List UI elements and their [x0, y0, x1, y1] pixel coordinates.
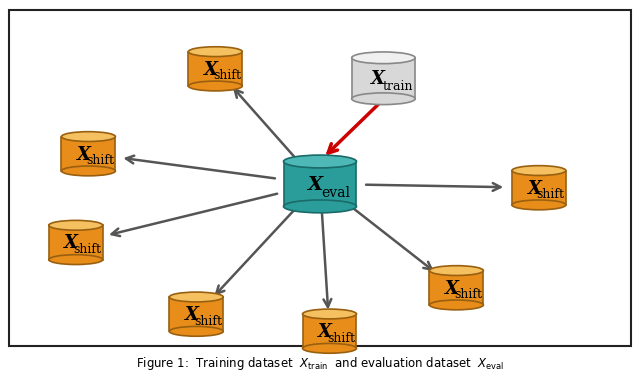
Text: X: X: [77, 146, 91, 164]
Text: shift: shift: [328, 332, 355, 345]
Text: X: X: [307, 176, 322, 194]
Bar: [512, 170, 566, 205]
Bar: [303, 314, 356, 348]
Text: train: train: [382, 80, 413, 93]
Text: X: X: [185, 306, 199, 324]
Bar: [49, 225, 102, 260]
Ellipse shape: [284, 200, 356, 213]
Text: X: X: [445, 280, 459, 298]
Ellipse shape: [352, 52, 415, 64]
Bar: [352, 58, 415, 99]
Ellipse shape: [188, 47, 243, 57]
Ellipse shape: [429, 266, 483, 275]
Ellipse shape: [61, 132, 115, 141]
Text: Figure 1:  Training dataset  $X_{\mathrm{train}}$  and evaluation dataset  $X_{\: Figure 1: Training dataset $X_{\mathrm{t…: [136, 355, 504, 372]
Text: shift: shift: [213, 69, 241, 82]
FancyBboxPatch shape: [9, 10, 631, 346]
Ellipse shape: [512, 200, 566, 210]
Ellipse shape: [49, 220, 102, 230]
Ellipse shape: [429, 300, 483, 310]
Bar: [61, 137, 115, 171]
Text: X: X: [371, 70, 385, 88]
Ellipse shape: [170, 292, 223, 302]
Text: X: X: [527, 180, 541, 198]
Ellipse shape: [303, 309, 356, 319]
Ellipse shape: [512, 165, 566, 175]
Ellipse shape: [352, 93, 415, 105]
Text: X: X: [65, 234, 79, 252]
Ellipse shape: [170, 326, 223, 336]
Text: X: X: [204, 61, 218, 79]
Text: shift: shift: [537, 188, 564, 201]
Ellipse shape: [188, 81, 243, 91]
Bar: [429, 270, 483, 305]
Ellipse shape: [49, 255, 102, 265]
Text: X: X: [318, 323, 332, 341]
Bar: [188, 52, 243, 86]
Text: shift: shift: [86, 154, 115, 167]
Bar: [170, 297, 223, 331]
Ellipse shape: [284, 155, 356, 168]
Ellipse shape: [303, 344, 356, 353]
Text: eval: eval: [321, 186, 351, 200]
Text: shift: shift: [194, 314, 222, 327]
Bar: [284, 162, 356, 206]
Ellipse shape: [61, 166, 115, 176]
Text: shift: shift: [454, 288, 483, 301]
Text: shift: shift: [74, 243, 102, 256]
